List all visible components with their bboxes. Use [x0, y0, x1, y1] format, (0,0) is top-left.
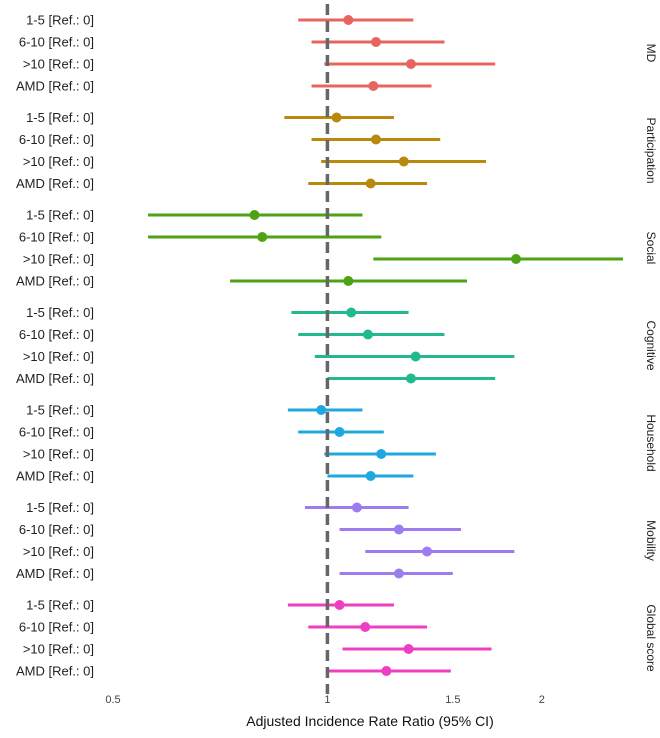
estimate-point: [316, 405, 327, 415]
estimate-point: [362, 329, 373, 340]
row-label: 1-5 [Ref.: 0]: [26, 598, 94, 613]
estimate-point: [393, 568, 404, 579]
estimate-point: [381, 666, 392, 676]
row-label: >10 [Ref.: 0]: [23, 252, 94, 267]
estimate-point: [360, 622, 371, 632]
x-tick-label: 2: [539, 694, 545, 706]
x-tick-label: 1: [324, 694, 330, 706]
plot-area: [148, 4, 623, 694]
estimate-point: [257, 232, 268, 242]
row-label: AMD [Ref.: 0]: [16, 664, 94, 679]
estimate-point: [346, 307, 357, 318]
x-axis: 0.5 1 1.5 2: [105, 694, 545, 706]
estimate-point: [403, 644, 414, 654]
row-label: 1-5 [Ref.: 0]: [26, 500, 94, 515]
row-label: >10 [Ref.: 0]: [23, 154, 94, 169]
estimate-point: [410, 351, 421, 362]
row-label: 6-10 [Ref.: 0]: [19, 230, 94, 245]
x-tick-label: 1.5: [445, 694, 460, 706]
estimate-point: [405, 59, 416, 69]
row-label: AMD [Ref.: 0]: [16, 176, 94, 191]
row-label: 6-10 [Ref.: 0]: [19, 522, 94, 537]
estimate-point: [422, 546, 433, 557]
estimate-point: [351, 502, 362, 513]
estimate-point: [370, 134, 381, 145]
row-labels: 1-5 [Ref.: 0] 6-10 [Ref.: 0] >10 [Ref.: 0]…: [16, 13, 94, 679]
facet-label: Cognitive: [644, 320, 658, 370]
row-label: AMD [Ref.: 0]: [16, 371, 94, 386]
facet-labels: MD Participation Social Cognitive Household M…: [644, 44, 658, 672]
row-label: >10 [Ref.: 0]: [23, 57, 94, 72]
row-label: 1-5 [Ref.: 0]: [26, 13, 94, 28]
estimate-point: [398, 156, 409, 167]
row-label: AMD [Ref.: 0]: [16, 79, 94, 94]
estimate-point: [365, 471, 376, 481]
estimate-point: [343, 15, 354, 25]
estimate-point: [249, 210, 260, 220]
x-axis-title: Adjusted Incidence Rate Ratio (95% CI): [246, 713, 493, 729]
facet-label: MD: [644, 44, 658, 63]
row-label: >10 [Ref.: 0]: [23, 642, 94, 657]
estimate-point: [370, 37, 381, 47]
estimate-point: [334, 600, 345, 610]
row-label: AMD [Ref.: 0]: [16, 566, 94, 581]
estimate-point: [331, 112, 342, 123]
row-label: AMD [Ref.: 0]: [16, 469, 94, 484]
estimate-point: [393, 524, 404, 535]
row-label: 1-5 [Ref.: 0]: [26, 305, 94, 320]
row-label: 6-10 [Ref.: 0]: [19, 35, 94, 50]
row-label: 1-5 [Ref.: 0]: [26, 403, 94, 418]
facet-label: Mobility: [644, 520, 658, 561]
row-label: >10 [Ref.: 0]: [23, 447, 94, 462]
row-label: 6-10 [Ref.: 0]: [19, 425, 94, 440]
row-label: >10 [Ref.: 0]: [23, 349, 94, 364]
estimate-point: [343, 276, 354, 286]
row-label: 6-10 [Ref.: 0]: [19, 620, 94, 635]
estimate-point: [334, 427, 345, 437]
row-label: 1-5 [Ref.: 0]: [26, 110, 94, 125]
row-label: >10 [Ref.: 0]: [23, 544, 94, 559]
row-label: 6-10 [Ref.: 0]: [19, 132, 94, 147]
estimate-point: [368, 81, 379, 91]
estimate-point: [376, 449, 387, 459]
facet-label: Participation: [644, 117, 658, 183]
estimate-point: [511, 254, 522, 264]
x-tick-label: 0.5: [105, 694, 120, 706]
facet-label: Social: [644, 232, 658, 265]
facet-label: Household: [644, 414, 658, 471]
facet-label: Global score: [644, 604, 658, 672]
estimate-point: [365, 178, 376, 189]
row-label: AMD [Ref.: 0]: [16, 274, 94, 289]
row-label: 6-10 [Ref.: 0]: [19, 327, 94, 342]
estimate-point: [405, 373, 416, 384]
row-label: 1-5 [Ref.: 0]: [26, 208, 94, 223]
